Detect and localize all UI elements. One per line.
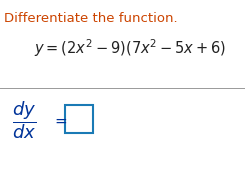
Text: $\dfrac{dy}{dx}$: $\dfrac{dy}{dx}$ xyxy=(12,99,36,141)
Text: $=$: $=$ xyxy=(52,113,68,127)
Text: Differentiate the function.: Differentiate the function. xyxy=(4,12,178,25)
Text: $y = \left(2x^2-9\right)\left(7x^2-5x+6\right)$: $y = \left(2x^2-9\right)\left(7x^2-5x+6\… xyxy=(34,37,226,59)
FancyBboxPatch shape xyxy=(65,105,93,133)
